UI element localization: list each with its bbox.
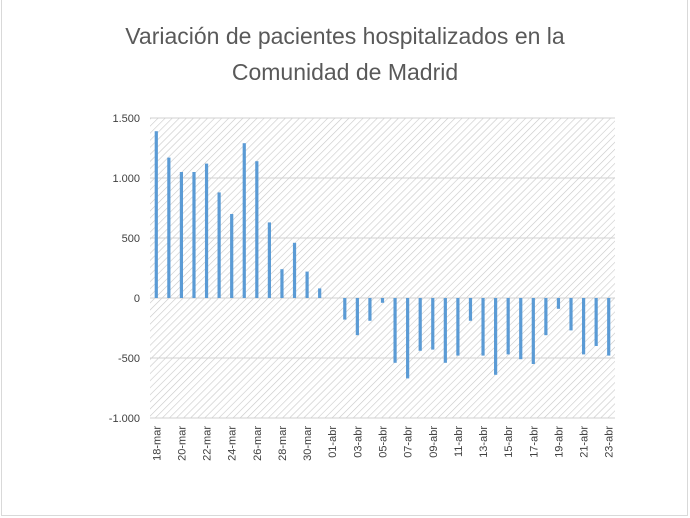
y-tick-label: 1.000 — [112, 173, 140, 185]
bar-15-abr — [506, 298, 510, 355]
x-tick-label: 22-mar — [202, 426, 214, 461]
bar-21-abr — [581, 298, 586, 355]
x-tick-label: 15-abr — [503, 426, 515, 458]
bar-17-abr — [531, 298, 535, 364]
bar-24-mar — [230, 214, 234, 298]
x-tick-label: 23-abr — [604, 426, 616, 458]
bar-21-mar — [192, 172, 196, 298]
x-tick-label: 26-mar — [252, 426, 264, 461]
bar-14-abr — [494, 298, 498, 375]
x-tick-label: 13-abr — [478, 426, 490, 458]
plot-area — [150, 118, 615, 418]
bar-08-abr — [418, 298, 422, 351]
bar-22-mar — [204, 163, 209, 298]
bar-25-mar — [242, 143, 246, 298]
x-tick-label: 09-abr — [428, 426, 440, 458]
x-tick-label: 30-mar — [302, 426, 314, 461]
bar-05-abr — [380, 298, 385, 303]
bar-23-abr — [607, 298, 611, 356]
x-tick-label: 07-abr — [403, 426, 415, 458]
bar-27-mar — [267, 222, 271, 298]
x-tick-label: 18-mar — [151, 426, 163, 461]
bar-20-mar — [179, 172, 184, 298]
chart-title: Variación de pacientes hospitalizados en… — [0, 18, 690, 90]
bar-02-abr — [343, 298, 347, 320]
bar-07-abr — [406, 298, 410, 379]
bar-10-abr — [443, 298, 447, 363]
bar-22-abr — [594, 298, 598, 346]
bar-28-mar — [280, 269, 284, 298]
x-tick-label: 01-abr — [327, 426, 339, 458]
bar-16-abr — [519, 298, 523, 360]
chart-title-line1: Variación de pacientes hospitalizados en… — [125, 23, 565, 49]
bar-03-abr — [355, 298, 359, 336]
x-tick-label: 17-abr — [528, 426, 540, 458]
x-axis-tick-labels: 18-mar 20-mar 22-mar 24-mar 26-mar 28-mar 30-m… — [151, 426, 615, 461]
bar-13-abr — [481, 298, 485, 356]
bar-19-abr — [556, 298, 561, 309]
x-tick-label: 11-abr — [453, 426, 465, 457]
x-tick-label: 05-abr — [378, 426, 390, 458]
bar-18-abr — [544, 298, 548, 336]
x-tick-label: 19-abr — [553, 426, 565, 458]
y-tick-label: 500 — [122, 233, 140, 245]
y-tick-label: 0 — [134, 293, 140, 305]
bar-06-abr — [393, 298, 397, 363]
bar-19-mar — [167, 157, 171, 298]
bar-26-mar — [255, 161, 259, 298]
bars — [154, 131, 611, 379]
x-tick-label: 24-mar — [227, 426, 239, 461]
x-tick-label: 03-abr — [352, 426, 364, 458]
x-tick-label: 21-abr — [579, 426, 591, 458]
bar-09-abr — [431, 298, 435, 350]
y-tick-label: -1.000 — [109, 413, 140, 425]
bar-12-abr — [468, 298, 473, 321]
chart-title-line2: Comunidad de Madrid — [231, 59, 459, 85]
bar-11-abr — [456, 298, 460, 356]
bar-18-mar — [154, 131, 158, 298]
bar-31-mar — [318, 288, 322, 298]
x-tick-label: 28-mar — [277, 426, 289, 461]
bar-23-mar — [217, 192, 221, 298]
bar-20-abr — [569, 298, 573, 331]
x-tick-label: 20-mar — [176, 426, 188, 461]
bar-29-mar — [292, 242, 297, 298]
y-axis-tick-labels: 1.500 1.000 500 0 -500 -1.000 — [109, 113, 140, 425]
bar-04-abr — [368, 298, 372, 321]
bar-30-mar — [305, 271, 309, 298]
y-tick-label: -500 — [118, 353, 140, 365]
y-tick-label: 1.500 — [112, 113, 140, 125]
